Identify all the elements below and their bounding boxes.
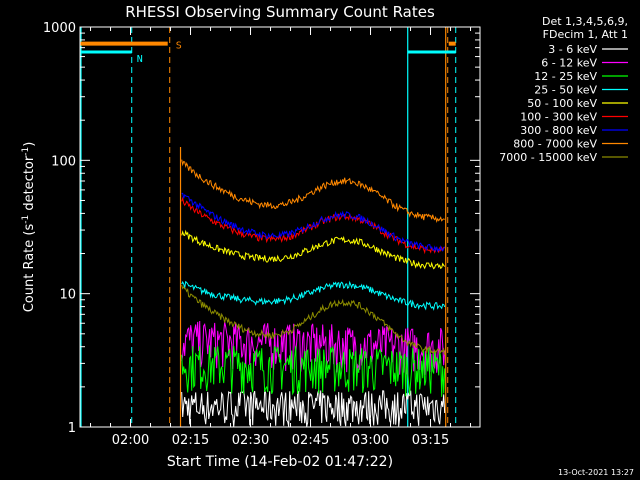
- legend-header-line2: FDecim 1, Att 1: [543, 28, 628, 41]
- x-tick-label-5: 03:15: [412, 433, 449, 448]
- y-label-part1: Count Rate (s: [22, 224, 37, 313]
- y-axis-label: Count Rate (s-1 detector-1): [21, 142, 37, 313]
- series-line-1: [181, 320, 446, 375]
- series-line-3: [181, 280, 446, 311]
- legend-label-4: 50 - 100 keV: [527, 97, 597, 110]
- legend-label-7: 800 - 7000 keV: [513, 138, 597, 151]
- x-tick-label-2: 02:30: [232, 433, 269, 448]
- series-line-8: [181, 284, 446, 355]
- series-line-7: [181, 159, 445, 224]
- legend-label-0: 3 - 6 keV: [548, 43, 597, 56]
- y-label-sup1: -1: [21, 215, 31, 224]
- y-label-part3: ): [22, 142, 37, 147]
- legend: Det 1,3,4,5,6,9, FDecim 1, Att 1 3 - 6 k…: [499, 15, 628, 164]
- legend-label-2: 12 - 25 keV: [534, 70, 597, 83]
- night-label: N: [137, 54, 143, 65]
- chart-marks: SN: [80, 27, 457, 427]
- series-line-4: [181, 229, 446, 270]
- y-tick-label-1: 10: [59, 288, 76, 303]
- legend-header-line1: Det 1,3,4,5,6,9,: [542, 15, 628, 28]
- legend-label-6: 300 - 800 keV: [520, 124, 597, 137]
- series-line-2: [181, 345, 446, 397]
- footer-date: 13-Oct-2021 13:27: [558, 468, 634, 477]
- x-tick-label-1: 02:15: [172, 433, 209, 448]
- x-axis-label: Start Time (14-Feb-02 01:47:22): [167, 454, 393, 470]
- y-tick-label-0: 1: [68, 421, 76, 436]
- series-line-6: [181, 192, 446, 253]
- legend-label-3: 25 - 50 keV: [534, 84, 597, 97]
- x-tick-label-4: 03:00: [352, 433, 389, 448]
- plot-frame: [79, 26, 481, 428]
- legend-label-1: 6 - 12 keV: [541, 57, 597, 70]
- chart-axes: 02:00 02:15 02:30 02:45 03:00 03:15 1 10 100 1000: [43, 21, 480, 448]
- y-tick-label-2: 100: [51, 154, 76, 169]
- y-tick-label-3: 1000: [43, 21, 76, 36]
- y-label-sup2: -1: [21, 147, 31, 156]
- x-tick-label-0: 02:00: [112, 433, 149, 448]
- legend-label-5: 100 - 300 keV: [520, 111, 597, 124]
- y-label-part2: detector: [22, 155, 37, 215]
- series-line-0: [181, 389, 446, 427]
- chart-title: RHESSI Observing Summary Count Rates: [125, 3, 435, 21]
- saa-label: S: [176, 41, 182, 52]
- x-tick-label-3: 02:45: [292, 433, 329, 448]
- legend-label-8: 7000 - 15000 keV: [499, 151, 597, 164]
